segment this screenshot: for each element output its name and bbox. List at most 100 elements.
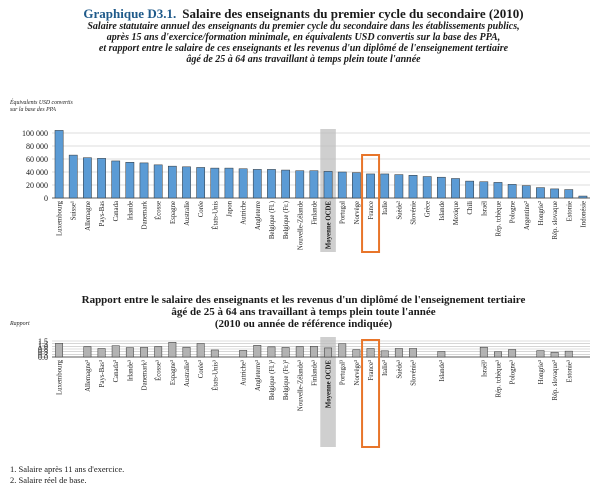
figure-title: Salaire des enseignants du premier cycle… [182,6,524,21]
category-label: Israël [481,201,488,216]
oecd-highlight-band [320,337,336,447]
category-label: Portugal³ [340,360,347,385]
bar [68,154,78,199]
bar [366,348,375,358]
bar [125,347,134,358]
france-highlight-box [361,154,381,253]
category-label: Australie³ [184,360,191,387]
category-label: Belgique (Fr.) [283,201,290,239]
category-label: Pologne³ [510,360,517,384]
category-label: Autriche³ [241,360,248,386]
bar [352,349,361,358]
bar [536,187,545,199]
bar [409,348,417,358]
category-label: Nouvelle-Zélande [297,201,304,250]
category-label: Nouvelle-Zélande³ [297,360,304,411]
category-label: Corée [198,201,205,217]
bar [479,181,489,199]
category-label: Belgique (Fl.)³ [269,360,276,400]
category-label: Italie [382,201,389,215]
category-label: Danemark³ [142,360,149,390]
bar [451,178,460,199]
category-label: Allemagne [85,201,92,231]
chart2-title-line: âgé de 25 à 64 ans travaillant à temps p… [171,306,436,318]
category-label: Angleterre³ [255,360,262,391]
bar [578,195,588,199]
chart2-title-line: (2010 ou année de référence indiquée) [214,318,393,330]
category-label: Pays-Bas³ [99,360,106,387]
bar [564,350,573,358]
y-tick-label: 1.5 [38,337,48,346]
subtitle-line: âgé de 25 à 64 ans travaillant à temps p… [186,54,421,65]
bar [238,168,248,199]
y-axis-label: sur la base des PPA [10,107,56,113]
category-label: Autriche [241,201,248,225]
category-label: Écosse [155,201,163,220]
bar [437,351,446,358]
bar [54,130,64,199]
bar [83,346,92,358]
bar [210,167,220,199]
category-label: Écosse³ [155,360,163,381]
y-tick-label: 0.3 [38,350,48,359]
y-tick-label: 80 000 [26,142,48,151]
category-label: Belgique (Fl.) [269,201,276,239]
category-label: Pologne [510,201,517,223]
bar [196,167,206,199]
chart2-title-line: Rapport entre le salaire des enseignants… [81,294,526,306]
bar [97,158,106,199]
category-label: Canada³ [113,360,120,382]
bar [550,351,559,358]
category-label: Estonie [566,201,573,221]
y-axis-label: Rapport [9,321,30,327]
bar [168,342,177,358]
y-axis-label: Équivalents USD convertis [9,98,74,106]
bar [239,350,248,358]
category-label: Allemagne³ [85,360,92,392]
category-label: Rép. slovaque [552,201,559,240]
bar [550,188,559,199]
y-tick-label: 0.5 [38,348,48,357]
bar [83,157,92,199]
bar [196,343,205,358]
bar [394,174,404,199]
category-label: Grèce [425,201,432,217]
category-label: Luxembourg [57,359,64,395]
bar [324,347,333,358]
y-tick-label: 40 000 [26,168,48,177]
category-label: États-Unis³ [211,360,219,391]
bar [422,176,432,199]
footnote: 2. Salaire réel de base. [10,475,87,485]
bar [536,350,545,358]
bar [521,185,531,199]
bar [352,172,361,199]
bar [479,346,488,358]
footnote: 1. Salaire après 11 ans d'exercice. [10,464,125,474]
subtitle-line: et rapport entre le salaire de ces ensei… [98,43,509,54]
bar [267,169,276,199]
category-label: Finlande³ [311,360,318,386]
y-tick-label: 1.3 [38,340,48,349]
category-label: Portugal [340,201,347,224]
category-label: France [368,201,375,220]
bar [436,176,446,199]
bar [182,346,191,358]
category-label: Indonésie [580,201,587,227]
bar [281,169,290,199]
bar [253,345,262,358]
bar [366,173,375,199]
y-tick-label: 20 000 [26,181,48,190]
bar [153,164,163,199]
category-label: Finlande [311,201,318,225]
category-label: Norvège [354,201,361,224]
chart-header: Graphique D3.1. Salaire des enseignants d… [4,6,603,65]
bar [465,180,475,199]
bar [394,348,403,358]
bar [337,171,347,199]
y-tick-label: 0 [44,194,48,203]
category-label: Mexique [453,201,460,225]
bar [295,346,304,358]
subtitle-line: Salaire statutaire annuel des enseignant… [87,21,520,32]
category-label: Belgique (Fr.)³ [283,360,290,400]
bar [281,347,290,358]
